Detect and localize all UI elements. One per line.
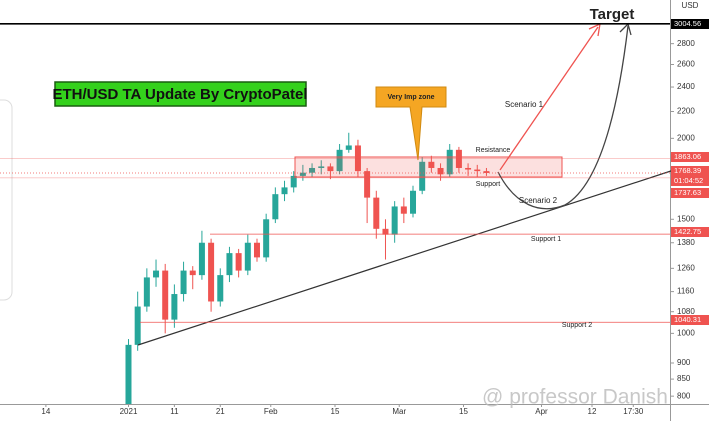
candle-body — [400, 206, 407, 214]
candle-body — [446, 149, 453, 175]
price-tag — [671, 166, 709, 186]
candle-body — [189, 270, 196, 276]
candle-body — [309, 167, 316, 173]
candle-body — [382, 228, 389, 235]
x-tick-label: Feb — [264, 407, 278, 416]
level-label: Support 2 — [562, 322, 592, 329]
x-tick-label: 12 — [588, 407, 597, 416]
trendline — [137, 167, 681, 346]
price-tag-label: 1863.06 — [674, 152, 701, 161]
y-tick-label: 1000 — [677, 328, 695, 337]
callout-box — [375, 86, 447, 161]
level-label: Support 1 — [531, 236, 561, 243]
scenario-2-arrow — [497, 25, 629, 210]
x-tick-label: 14 — [41, 407, 50, 416]
candle-body — [263, 219, 270, 258]
y-tick-label: 2000 — [677, 133, 695, 142]
plot-area — [125, 132, 490, 404]
x-tick-label: 2021 — [120, 407, 138, 416]
candle-body — [410, 190, 417, 214]
y-tick-label: 1380 — [677, 238, 695, 247]
level-label: Target — [590, 6, 635, 23]
candle-body — [253, 242, 260, 258]
y-tick-label: 1080 — [677, 307, 695, 316]
candle-body — [474, 169, 481, 172]
y-tick-label: 1160 — [677, 287, 695, 296]
scenario-1-arrow — [499, 26, 599, 171]
candle-body — [391, 206, 398, 235]
title-box — [54, 81, 307, 107]
candle-body — [290, 175, 297, 188]
y-tick-label: 850 — [677, 374, 691, 383]
level-label: Support — [476, 181, 501, 188]
candle-body — [345, 145, 352, 150]
x-tick-label: Mar — [392, 407, 406, 416]
candle-body — [272, 194, 279, 220]
scenario-label: Scenario 2 — [519, 196, 558, 205]
candle-body — [364, 171, 371, 198]
chart-title: ETH/USD TA Update By CryptoPatel — [52, 86, 307, 103]
candle-body — [419, 161, 426, 191]
last-price-label: 1768.39 — [674, 166, 701, 175]
currency-label: USD — [682, 1, 699, 10]
y-tick-label: 900 — [677, 358, 691, 367]
candle-body — [125, 344, 132, 404]
price-tag — [671, 227, 709, 237]
candle-body — [180, 270, 187, 295]
y-tick-label: 1500 — [677, 214, 695, 223]
watermark: @ professor Danish — [482, 386, 668, 409]
x-tick-label: 11 — [170, 407, 179, 416]
scenario-label: Scenario 1 — [505, 100, 544, 109]
candle-body — [198, 242, 205, 276]
countdown: 01:04:52 — [674, 176, 703, 185]
candle-body — [299, 172, 306, 176]
price-tag — [671, 19, 709, 29]
y-tick-label: 2600 — [677, 60, 695, 69]
candle-body — [244, 242, 251, 271]
x-tick-label: 15 — [331, 407, 340, 416]
price-tag-label: 1040.31 — [674, 315, 701, 324]
candle-body — [171, 294, 178, 320]
x-tick-label: Apr — [535, 407, 548, 416]
candle-body — [483, 171, 490, 173]
candle-body — [134, 306, 141, 345]
y-tick-label: 800 — [677, 391, 691, 400]
price-tag — [671, 315, 709, 325]
y-tick-label: 2200 — [677, 107, 695, 116]
zone-box — [294, 156, 563, 178]
candle-body — [373, 197, 380, 229]
level-label: Resistance — [476, 147, 511, 154]
candle-body — [437, 167, 444, 175]
candle-body — [153, 270, 160, 278]
price-tag-label: 1422.75 — [674, 227, 701, 236]
candle-body — [336, 149, 343, 172]
candle-body — [208, 242, 215, 302]
candle-body — [143, 277, 150, 307]
candle-body — [281, 187, 288, 195]
x-tick-label: 17:30 — [623, 407, 644, 416]
y-tick-label: 2800 — [677, 39, 695, 48]
price-tag-label: 3004.56 — [674, 19, 701, 28]
candle-body — [217, 275, 224, 302]
candle-body — [465, 167, 472, 170]
candle-body — [162, 270, 169, 320]
callout-text: Very Imp zone — [387, 94, 434, 101]
price-tag — [671, 152, 709, 162]
x-tick-label: 21 — [216, 407, 225, 416]
candle-body — [455, 149, 462, 168]
candle-body — [327, 166, 334, 172]
side-panel — [0, 99, 13, 301]
candle-body — [226, 253, 233, 276]
y-tick-label: 1260 — [677, 263, 695, 272]
y-tick-label: 2400 — [677, 82, 695, 91]
price-tag — [671, 188, 709, 198]
candle-body — [318, 166, 325, 168]
x-tick-label: 15 — [459, 407, 468, 416]
candle-body — [235, 253, 242, 271]
price-tag-label: 1737.63 — [674, 188, 701, 197]
candle-body — [428, 161, 435, 168]
